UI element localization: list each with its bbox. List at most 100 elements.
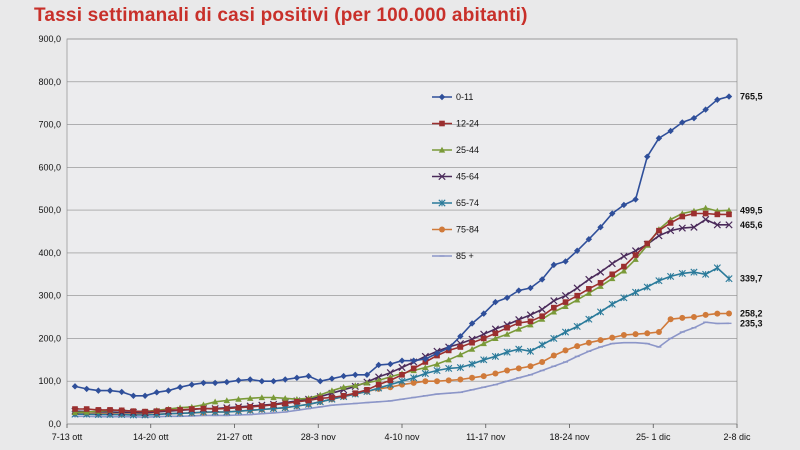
data-point (632, 256, 639, 262)
data-point (95, 387, 102, 394)
data-point (678, 224, 686, 232)
data-point (608, 259, 616, 268)
data-point (282, 400, 289, 407)
data-point (713, 264, 721, 272)
data-point (597, 283, 604, 289)
data-point (702, 210, 709, 217)
end-value-label: 765,5 (740, 92, 763, 102)
data-point (526, 311, 535, 319)
y-tick-label: 200,0 (38, 333, 61, 343)
data-point (445, 364, 453, 372)
data-point (410, 374, 418, 382)
x-tick-label: 28-3 nov (301, 432, 337, 442)
data-point (655, 277, 663, 285)
data-point (644, 153, 651, 160)
data-point (585, 275, 593, 284)
end-value-label: 499,5 (740, 205, 763, 215)
data-point (714, 96, 721, 103)
data-point (363, 379, 371, 386)
data-point (515, 320, 522, 326)
data-point (609, 334, 616, 341)
legend-label: 25-44 (456, 145, 479, 155)
data-point (398, 357, 406, 364)
legend-item: 45-64 (432, 172, 479, 182)
data-point (421, 369, 429, 378)
data-point (457, 376, 464, 383)
data-point (561, 292, 570, 300)
y-tick-label: 300,0 (38, 291, 61, 301)
legend-item: 85 + (432, 251, 474, 261)
end-value-label: 339,7 (740, 274, 763, 284)
data-point (439, 120, 445, 127)
data-point (211, 398, 219, 405)
data-point (574, 343, 581, 350)
data-point (433, 350, 441, 357)
data-point (106, 387, 114, 394)
plot-area (66, 38, 738, 425)
data-point (247, 404, 253, 410)
data-point (644, 240, 651, 247)
legend-label: 65-74 (456, 198, 479, 208)
data-point (666, 227, 675, 235)
data-point (130, 408, 137, 414)
data-point (679, 119, 686, 126)
data-point (620, 267, 628, 274)
data-point (609, 275, 616, 282)
data-point (410, 357, 417, 364)
data-point (702, 204, 709, 211)
data-point (177, 407, 183, 413)
legend-item: 25-44 (432, 145, 479, 155)
data-point (375, 381, 382, 388)
data-point (690, 268, 698, 276)
data-point (445, 377, 452, 384)
data-point (439, 226, 445, 233)
data-point (643, 283, 651, 291)
data-point (329, 394, 335, 401)
data-point (503, 348, 511, 356)
data-point (504, 367, 511, 374)
data-point (438, 172, 446, 181)
data-point (620, 252, 628, 260)
data-point (597, 280, 604, 286)
legend-label: 12-24 (456, 119, 479, 129)
data-point (702, 311, 709, 318)
data-point (550, 261, 558, 269)
data-point (438, 199, 446, 207)
data-point (282, 376, 289, 383)
y-tick-label: 800,0 (38, 77, 61, 87)
x-tick-label: 7-13 ott (52, 432, 83, 442)
data-point (597, 337, 604, 344)
data-point (515, 325, 522, 332)
data-point (585, 289, 593, 296)
data-point (573, 296, 581, 303)
data-point (690, 314, 697, 321)
data-point (176, 384, 184, 391)
data-point (246, 395, 254, 401)
data-point (410, 379, 417, 386)
data-point (270, 378, 277, 385)
data-point (422, 378, 429, 385)
data-point (608, 300, 616, 308)
data-point (504, 324, 510, 331)
data-point (690, 223, 698, 231)
data-point (725, 207, 733, 213)
data-point (480, 335, 487, 342)
data-point (480, 340, 487, 347)
data-point (691, 210, 697, 217)
data-point (574, 292, 580, 299)
data-point (282, 395, 289, 401)
data-point (620, 201, 628, 209)
data-point (491, 352, 500, 360)
data-point (597, 224, 604, 231)
data-point (340, 372, 347, 380)
data-point (469, 339, 475, 346)
data-point (725, 93, 733, 100)
x-tick-label: 25- 1 dic (636, 432, 671, 442)
data-point (95, 407, 102, 413)
data-point (200, 405, 207, 412)
data-point (223, 397, 231, 404)
data-point (702, 270, 710, 278)
data-point (422, 355, 429, 363)
